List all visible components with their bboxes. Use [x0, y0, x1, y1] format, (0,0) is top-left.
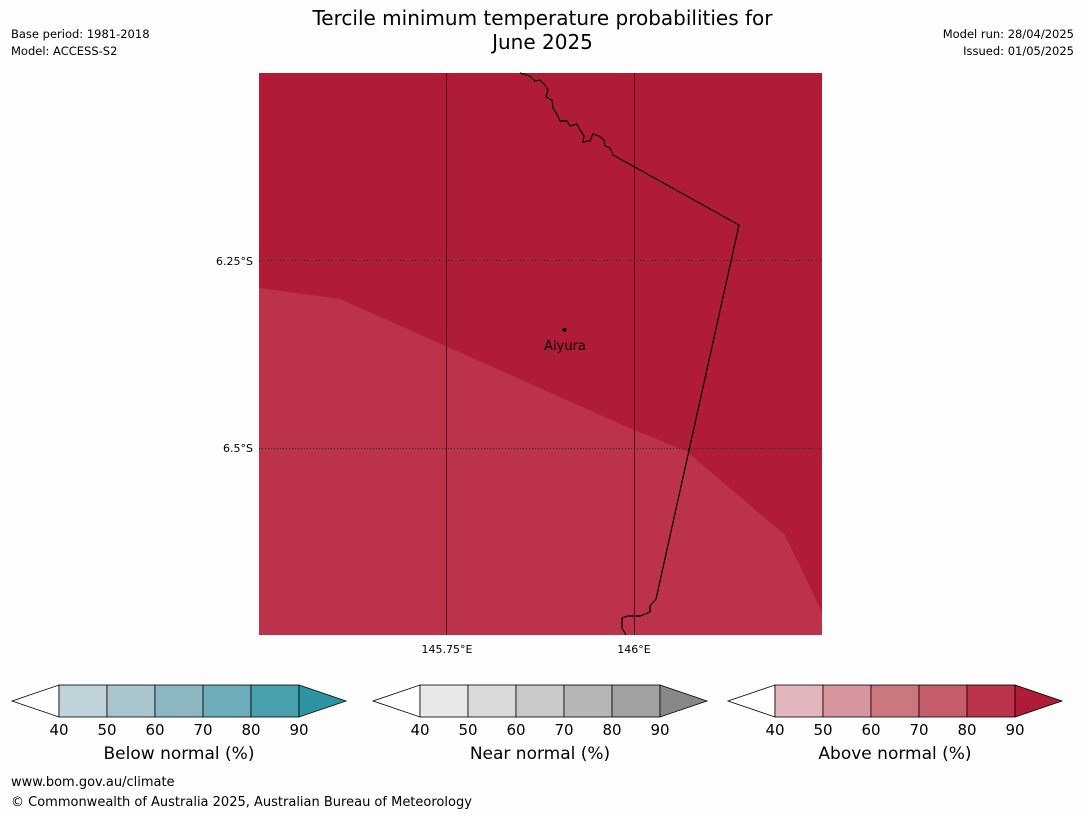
colorbar-near: 40 50 60 70 80 90 [371, 684, 709, 738]
cbar-near-tick-label: 40 [410, 721, 429, 738]
cbar-below-cell [202, 684, 252, 718]
cbar-above-cell [918, 684, 968, 718]
lat-label-6-25: 6.25°S [216, 255, 253, 268]
cbar-near-max-arrow [659, 684, 709, 718]
cbar-below-cell [106, 684, 156, 718]
cbar-below-cell [58, 684, 108, 718]
cbar-below-tick-label: 80 [241, 721, 260, 738]
cbar-near-cell [467, 684, 517, 718]
cbar-below-tick-label: 90 [289, 721, 308, 738]
colorbar-below-title: Below normal (%) [103, 744, 255, 764]
model-run-text: Model run: 28/04/2025 [942, 27, 1074, 41]
cbar-below-cell [154, 684, 204, 718]
cbar-above-tick-label: 60 [861, 721, 880, 738]
cbar-below-ticks: 40 50 60 70 80 90 [49, 721, 308, 738]
province-border [519, 72, 740, 636]
cbar-above-cell [870, 684, 920, 718]
cbar-below-tick-label: 70 [193, 721, 212, 738]
cbar-near-tick-label: 90 [650, 721, 669, 738]
cbar-above-tick-label: 50 [813, 721, 832, 738]
cbar-near-tick-label: 60 [506, 721, 525, 738]
cbar-above-cell [774, 684, 824, 718]
issued-text: Issued: 01/05/2025 [963, 44, 1074, 58]
cbar-above-tick-label: 90 [1005, 721, 1024, 738]
cbar-below-min-arrow [10, 684, 60, 718]
aiyura-label: Aiyura [544, 339, 586, 354]
map-region-light [259, 288, 822, 635]
base-period-text: Base period: 1981-2018 [11, 27, 150, 41]
lon-label-146: 146°E [617, 643, 650, 656]
title-line-2: June 2025 [492, 30, 593, 54]
colorbar-below: 40 50 60 70 80 90 [10, 684, 348, 738]
meta-left: Base period: 1981-2018 Model: ACCESS-S2 [11, 26, 150, 60]
cbar-below-tick-label: 40 [49, 721, 68, 738]
title-line-1: Tercile minimum temperature probabilitie… [312, 6, 773, 30]
cbar-above-ticks: 40 50 60 70 80 90 [765, 721, 1024, 738]
map-title: Tercile minimum temperature probabilitie… [0, 6, 1085, 54]
cbar-below-cells [58, 684, 300, 718]
cbar-near-tick-label: 50 [458, 721, 477, 738]
cbar-below-cell [250, 684, 300, 718]
cbar-above-cell [822, 684, 872, 718]
cbar-above-tick-label: 40 [765, 721, 784, 738]
cbar-near-cell [563, 684, 613, 718]
cbar-near-cell [515, 684, 565, 718]
cbar-below-tick-label: 50 [97, 721, 116, 738]
colorbar-above: 40 50 60 70 80 90 [726, 684, 1064, 738]
cbar-above-tick-label: 70 [909, 721, 928, 738]
cbar-near-cell [611, 684, 661, 718]
lon-label-145-75: 145.75°E [422, 643, 473, 656]
cbar-near-tick-label: 70 [554, 721, 573, 738]
footer-copyright: © Commonwealth of Australia 2025, Austra… [11, 795, 472, 810]
map-svg: Aiyura 6.25°S 6.5°S 145.75°E 146°E [216, 72, 822, 656]
model-text: Model: ACCESS-S2 [11, 44, 118, 58]
meta-right: Model run: 28/04/2025 Issued: 01/05/2025 [943, 26, 1074, 60]
cbar-near-cells [419, 684, 661, 718]
colorbar-near-title: Near normal (%) [469, 744, 611, 764]
cbar-above-tick-label: 80 [957, 721, 976, 738]
cbar-below-max-arrow [298, 684, 348, 718]
aiyura-marker [562, 328, 567, 332]
cbar-near-cell [419, 684, 469, 718]
cbar-near-min-arrow [371, 684, 421, 718]
footer-url[interactable]: www.bom.gov.au/climate [11, 775, 175, 790]
colorbar-above-title: Above normal (%) [818, 744, 972, 764]
cbar-above-cells [774, 684, 1016, 718]
cbar-above-min-arrow [726, 684, 776, 718]
cbar-near-tick-label: 80 [602, 721, 621, 738]
lat-label-6-5: 6.5°S [223, 442, 253, 455]
cbar-above-max-arrow [1014, 684, 1064, 718]
cbar-near-ticks: 40 50 60 70 80 90 [410, 721, 669, 738]
cbar-above-cell [966, 684, 1016, 718]
cbar-below-tick-label: 60 [145, 721, 164, 738]
